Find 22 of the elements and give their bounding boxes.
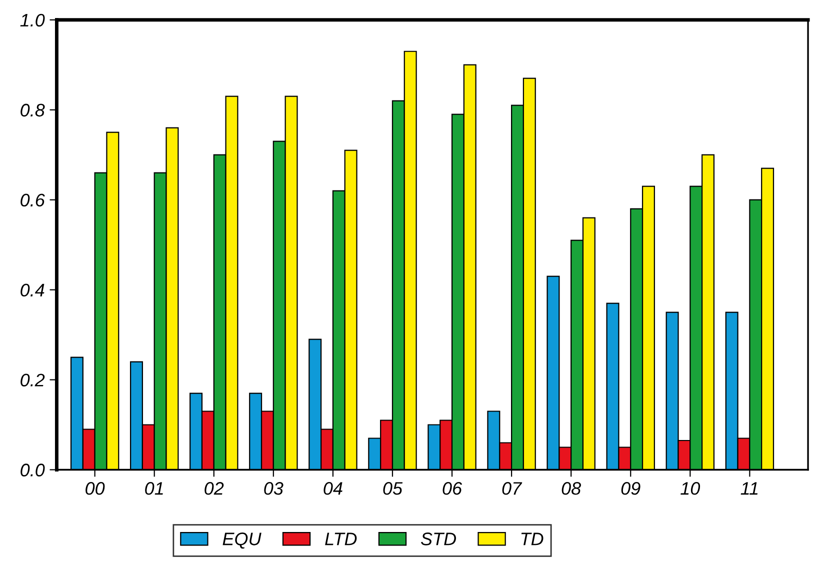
x-tick-label: 11 <box>740 482 758 495</box>
x-tick-label: 00 <box>86 482 105 495</box>
y-tick-label: 1.0 <box>20 14 45 27</box>
y-tick-label: 0.6 <box>20 194 45 207</box>
legend-label: LTD <box>325 532 357 546</box>
y-tick-label: 0.0 <box>20 464 45 476</box>
legend-label: TD <box>521 532 544 546</box>
x-tick-label: 10 <box>680 482 700 495</box>
x-tick-label: 02 <box>204 482 224 495</box>
x-tick-label: 01 <box>145 482 163 495</box>
x-tick-label: 04 <box>324 482 342 495</box>
legend-label: STD <box>420 532 456 546</box>
x-tick-label: 05 <box>383 482 403 495</box>
legend-label: EQU <box>222 532 262 549</box>
x-tick-label: 07 <box>502 482 522 495</box>
x-tick-label: 06 <box>442 482 462 495</box>
y-tick-label: 0.4 <box>20 284 44 297</box>
y-tick-label: 0.8 <box>20 104 45 117</box>
x-tick-label: 08 <box>562 482 582 495</box>
x-tick-label: 09 <box>621 482 640 495</box>
x-tick-label: 03 <box>264 482 284 495</box>
y-tick-label: 0.2 <box>20 374 45 386</box>
